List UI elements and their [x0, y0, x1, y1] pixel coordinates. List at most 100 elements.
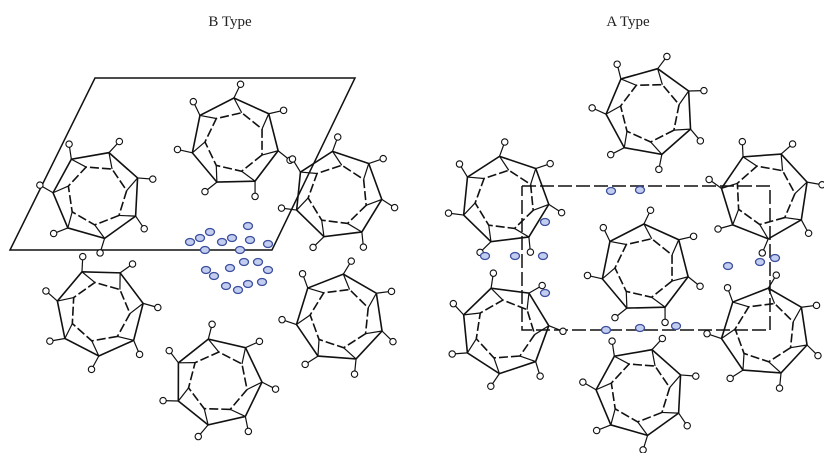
water-molecule — [234, 287, 243, 294]
bond — [520, 356, 536, 362]
bond — [743, 157, 757, 166]
atom — [706, 176, 712, 182]
bond — [65, 324, 72, 339]
atom — [166, 347, 172, 353]
bond — [743, 353, 744, 370]
water-molecule — [264, 241, 273, 248]
atom — [589, 105, 595, 111]
glucose-ring — [476, 300, 534, 358]
atom — [299, 271, 305, 277]
atom — [391, 204, 397, 210]
bond — [621, 79, 636, 85]
water-molecule — [541, 219, 550, 226]
water-molecule — [539, 253, 548, 260]
atom — [560, 328, 566, 334]
glucose-ring — [189, 352, 247, 409]
atom — [129, 261, 135, 267]
atom — [773, 272, 779, 278]
atom — [50, 230, 56, 236]
atom — [612, 314, 618, 320]
atom — [245, 428, 251, 434]
water-molecule — [196, 235, 205, 242]
atom — [739, 138, 745, 144]
water-molecule — [218, 239, 227, 246]
bond — [200, 115, 216, 118]
water-molecule — [481, 253, 490, 260]
atom — [502, 139, 508, 145]
glucose-ring — [310, 290, 368, 348]
atom — [388, 288, 394, 294]
atom — [727, 375, 733, 381]
atom — [174, 146, 180, 152]
atom — [116, 138, 122, 144]
bond — [242, 348, 246, 364]
panel-label: A Type — [606, 14, 650, 30]
atom — [662, 319, 668, 325]
water-molecule — [236, 247, 245, 254]
bond — [348, 223, 362, 232]
bond — [178, 388, 188, 401]
atom — [547, 160, 553, 166]
bond — [467, 177, 484, 178]
bond — [117, 336, 133, 340]
atom — [88, 366, 94, 372]
atom — [815, 352, 821, 358]
water-molecule — [541, 290, 550, 297]
atom — [600, 224, 606, 230]
bond — [68, 212, 72, 228]
bond — [368, 293, 376, 308]
bond — [662, 412, 679, 413]
bond — [119, 215, 136, 216]
water-molecule — [206, 229, 215, 236]
atom — [280, 107, 286, 113]
atom — [759, 250, 765, 256]
atom — [141, 226, 147, 232]
glucose-ring — [72, 282, 130, 340]
water-molecule — [724, 263, 733, 270]
water-molecule — [636, 325, 645, 332]
atom — [490, 270, 496, 276]
bond — [82, 272, 95, 283]
atom — [704, 330, 710, 336]
bond — [71, 159, 86, 167]
water-molecule — [201, 247, 210, 254]
atom — [659, 335, 665, 341]
atom — [445, 210, 451, 216]
glucose-ring — [178, 339, 262, 425]
atom — [209, 321, 215, 327]
water-molecule — [264, 267, 273, 274]
bond — [614, 356, 629, 364]
atom — [195, 433, 201, 439]
atom — [697, 283, 703, 289]
atom — [656, 166, 662, 172]
bond — [300, 172, 317, 173]
bond — [624, 131, 627, 147]
bond — [527, 293, 529, 310]
bond — [308, 288, 324, 293]
water-molecule — [244, 223, 253, 230]
water-molecule — [636, 187, 645, 194]
bond — [611, 409, 615, 425]
water-molecule — [672, 323, 681, 330]
figure: B Type A Type — [0, 0, 824, 453]
glucose-ring — [464, 288, 549, 373]
bond — [670, 375, 681, 388]
atom — [450, 300, 456, 306]
atom — [348, 258, 354, 264]
atom — [805, 230, 811, 236]
atom — [160, 397, 166, 403]
bond — [679, 91, 689, 105]
water-molecule — [186, 239, 195, 246]
atom — [351, 371, 357, 377]
bond — [344, 348, 356, 359]
atom — [390, 338, 396, 344]
atom — [776, 385, 782, 391]
bond — [733, 209, 739, 225]
atom — [539, 282, 545, 288]
atom — [380, 155, 386, 161]
bond — [672, 240, 679, 255]
atom — [693, 373, 699, 379]
bond — [793, 307, 801, 322]
water-molecule — [226, 265, 235, 272]
water-molecule — [202, 267, 211, 274]
